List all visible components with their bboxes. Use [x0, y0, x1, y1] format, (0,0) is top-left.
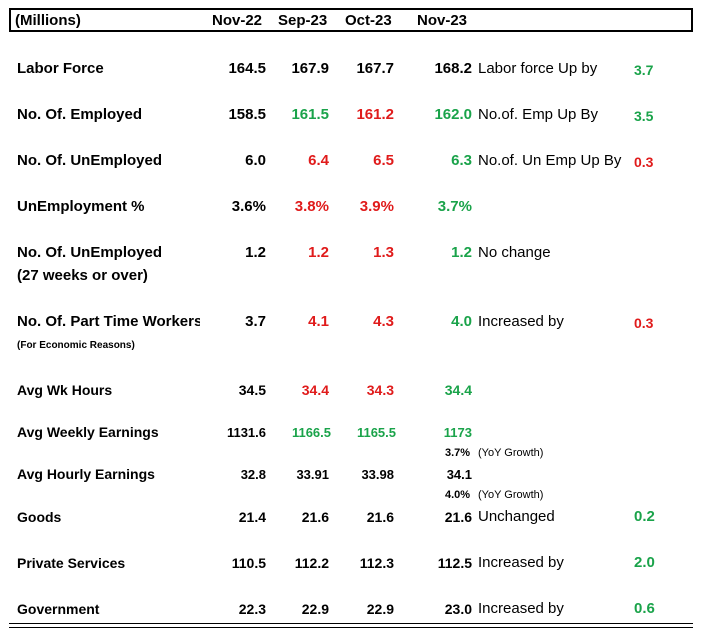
row-label-private-services: Private Services: [17, 555, 126, 571]
col-header-nov23: Nov-23: [417, 12, 468, 29]
row-change: 0.6: [634, 600, 655, 617]
cell-value: 110.5: [231, 555, 266, 571]
cell-value: 158.5: [228, 106, 266, 123]
table-header-bar: [9, 8, 693, 32]
cell-value: 34.5: [238, 382, 266, 398]
cell-value: 1166.5: [291, 425, 331, 440]
cell-value: 6.4: [308, 152, 329, 169]
cell-value: 34.3: [366, 382, 394, 398]
cell-value: 168.2: [434, 60, 472, 77]
cell-value: 6.3: [451, 152, 472, 169]
cell-value: 34.4: [444, 382, 472, 398]
cell-value: 22.3: [238, 601, 266, 617]
row-note: Unchanged: [478, 508, 555, 525]
cell-value: 21.4: [238, 509, 266, 525]
row-note: No.of. Un Emp Up By: [478, 152, 622, 169]
row-label-employed: No. Of. Employed: [17, 106, 143, 123]
yoy-growth-value: 3.7%: [445, 447, 471, 459]
yoy-growth-value: 4.0%: [445, 489, 471, 501]
cell-value: 23.0: [444, 601, 472, 617]
cell-value: 1.2: [245, 244, 266, 261]
cell-value: 112.3: [359, 555, 394, 571]
cell-value: 3.7: [245, 313, 266, 330]
cell-value: 4.1: [308, 313, 329, 330]
row-label-avg-wk-hours: Avg Wk Hours: [17, 382, 113, 398]
cell-value: 1173: [443, 425, 472, 440]
cell-value: 21.6: [444, 509, 472, 525]
cell-value: 34.1: [446, 467, 472, 482]
cell-value: 4.3: [373, 313, 394, 330]
row-change: 0.3: [634, 154, 654, 170]
row-change: 0.3: [634, 315, 654, 331]
unit-label: (Millions): [15, 12, 81, 29]
cell-value: 21.6: [301, 509, 329, 525]
yoy-growth-note: (YoY Growth): [478, 447, 544, 459]
row-note: Increased by: [478, 554, 564, 571]
col-header-sep23: Sep-23: [278, 12, 328, 29]
cell-value: 1.3: [373, 244, 394, 261]
cell-value: 1.2: [451, 244, 472, 261]
row-change: 3.7: [634, 62, 654, 78]
row-label-long-term-unemployed: No. Of. UnEmployed: [17, 244, 163, 261]
cell-value: 112.2: [294, 555, 329, 571]
row-note: Increased by: [478, 600, 564, 617]
cell-value: 6.0: [245, 152, 266, 169]
row-label-unemployment-rate: UnEmployment %: [17, 198, 145, 215]
row-label-unemployed: No. Of. UnEmployed: [17, 152, 163, 169]
row-change: 2.0: [634, 554, 655, 571]
cell-value: 112.5: [437, 555, 472, 571]
cell-value: 161.2: [356, 106, 394, 123]
col-header-nov22: Nov-22: [212, 12, 263, 29]
row-note: No.of. Emp Up By: [478, 106, 599, 123]
row-note: Increased by: [478, 313, 564, 330]
cell-value: 167.9: [291, 60, 329, 77]
row-change: 0.2: [634, 508, 655, 525]
cell-value: 3.9%: [359, 198, 394, 215]
cell-value: 3.8%: [294, 198, 329, 215]
row-change: 3.5: [634, 108, 654, 124]
cell-value: 34.4: [301, 382, 329, 398]
cell-value: 1.2: [308, 244, 329, 261]
table-bottom-rule-double: [9, 627, 693, 628]
cell-value: 6.5: [373, 152, 394, 169]
row-sublabel: (27 weeks or over): [17, 267, 148, 284]
cell-value: 33.98: [361, 467, 394, 482]
cell-value: 22.9: [366, 601, 394, 617]
cell-value: 1165.5: [356, 425, 396, 440]
row-note: Labor force Up by: [478, 60, 598, 77]
cell-value: 32.8: [240, 467, 266, 482]
cell-value: 164.5: [228, 60, 266, 77]
cell-value: 1131.6: [226, 425, 266, 440]
row-label-labor-force: Labor Force: [17, 60, 104, 77]
cell-value: 3.7%: [437, 198, 472, 215]
cell-value: 33.91: [296, 467, 329, 482]
cell-value: 21.6: [366, 509, 394, 525]
row-label-part-time-workers: No. Of. Part Time Workers: [17, 313, 200, 330]
row-label-avg-hourly-earnings: Avg Hourly Earnings: [17, 466, 155, 482]
row-label-goods: Goods: [17, 509, 62, 525]
cell-value: 3.6%: [231, 198, 266, 215]
cell-value: 161.5: [291, 106, 329, 123]
cell-value: 167.7: [356, 60, 394, 77]
col-header-oct23: Oct-23: [345, 12, 392, 29]
row-label-government: Government: [17, 601, 100, 617]
cell-value: 22.9: [301, 601, 329, 617]
row-label-avg-weekly-earnings: Avg Weekly Earnings: [17, 424, 159, 440]
cell-value: 162.0: [434, 106, 472, 123]
cell-value: 4.0: [451, 313, 472, 330]
row-note: No change: [478, 244, 551, 261]
yoy-growth-note: (YoY Growth): [478, 489, 544, 501]
table-bottom-rule: [9, 623, 693, 624]
row-sublabel: (For Economic Reasons): [17, 340, 135, 351]
